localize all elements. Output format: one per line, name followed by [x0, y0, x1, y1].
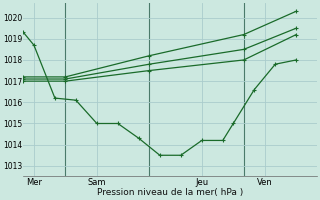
X-axis label: Pression niveau de la mer( hPa ): Pression niveau de la mer( hPa ) [97, 188, 244, 197]
